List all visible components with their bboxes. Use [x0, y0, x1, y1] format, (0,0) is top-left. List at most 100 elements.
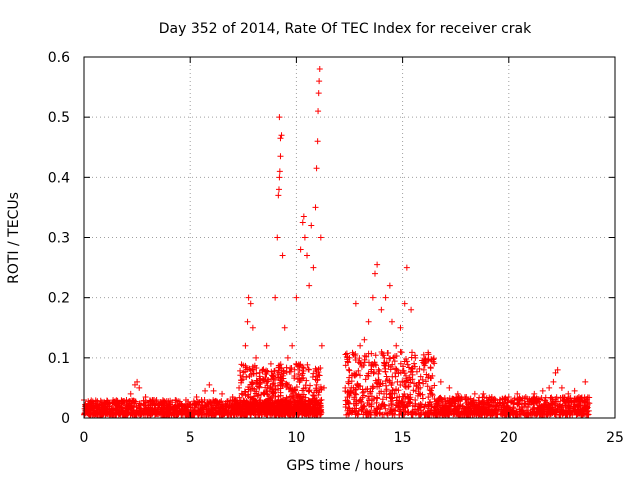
data-point: [215, 408, 222, 415]
data-point: [307, 382, 314, 389]
data-point: [503, 403, 510, 410]
data-point: [435, 406, 442, 413]
data-point: [346, 392, 353, 399]
data-point: [288, 365, 295, 372]
data-point: [575, 393, 582, 400]
data-point: [521, 402, 528, 409]
data-point: [86, 400, 93, 407]
data-point: [405, 383, 412, 390]
data-point: [191, 400, 198, 407]
data-point: [446, 403, 453, 410]
data-point: [352, 357, 359, 364]
data-point: [151, 396, 158, 403]
data-point: [423, 371, 430, 378]
data-point: [419, 395, 426, 402]
data-point: [580, 407, 587, 414]
data-point: [365, 370, 372, 377]
data-point: [380, 411, 387, 418]
data-point: [289, 342, 296, 349]
data-point: [251, 362, 258, 369]
data-point: [307, 398, 314, 405]
data-point: [439, 405, 446, 412]
x-axis-label: GPS time / hours: [286, 458, 403, 474]
data-point: [257, 391, 264, 398]
data-point: [373, 362, 380, 369]
data-point: [371, 270, 378, 277]
data-point: [152, 402, 159, 409]
y-tick-label: 0: [61, 411, 70, 427]
data-point: [422, 401, 429, 408]
data-point: [315, 391, 322, 398]
data-point: [312, 204, 319, 211]
data-point: [519, 395, 526, 402]
data-point: [408, 306, 415, 313]
data-point: [284, 381, 291, 388]
data-point: [291, 404, 298, 411]
data-point: [264, 368, 271, 375]
data-point: [225, 404, 232, 411]
data-point: [236, 394, 243, 401]
data-point: [497, 396, 504, 403]
data-point: [239, 376, 246, 383]
data-point: [488, 393, 495, 400]
data-point: [342, 403, 349, 410]
data-point: [245, 384, 252, 391]
data-point: [417, 384, 424, 391]
data-point: [370, 370, 377, 377]
data-point: [410, 387, 417, 394]
data-point: [218, 404, 225, 411]
data-point: [345, 378, 352, 385]
data-point: [381, 355, 388, 362]
data-point: [545, 404, 552, 411]
data-point: [181, 403, 188, 410]
data-point: [317, 402, 324, 409]
data-point: [130, 408, 137, 415]
data-point: [510, 407, 517, 414]
data-point: [475, 397, 482, 404]
data-point: [454, 390, 461, 397]
data-point: [275, 192, 282, 199]
data-point: [201, 411, 208, 418]
data-point: [405, 398, 412, 405]
data-point: [378, 306, 385, 313]
data-point: [445, 411, 452, 418]
data-point: [132, 398, 139, 405]
data-point: [311, 395, 318, 402]
data-point: [147, 397, 154, 404]
data-point: [355, 367, 362, 374]
data-point: [300, 368, 307, 375]
data-point: [373, 394, 380, 401]
x-tick-label: 0: [80, 430, 89, 446]
data-point: [397, 324, 404, 331]
data-point: [422, 378, 429, 385]
data-point: [400, 367, 407, 374]
data-point: [286, 404, 293, 411]
data-point: [292, 386, 299, 393]
data-point: [565, 390, 572, 397]
data-point: [136, 384, 143, 391]
data-point: [342, 351, 349, 358]
data-point: [206, 381, 213, 388]
data-point: [220, 410, 227, 417]
data-point: [480, 390, 487, 397]
data-point: [430, 358, 437, 365]
data-point: [359, 394, 366, 401]
data-point: [365, 393, 372, 400]
data-point: [219, 411, 226, 418]
data-point: [313, 165, 320, 172]
data-point: [424, 383, 431, 390]
data-point: [408, 366, 415, 372]
data-point: [397, 381, 404, 388]
data-point: [313, 405, 320, 412]
x-tick-label: 25: [606, 430, 624, 446]
data-point: [359, 386, 366, 393]
data-point: [273, 404, 280, 411]
data-point: [193, 393, 200, 400]
data-point: [295, 371, 302, 378]
data-point: [104, 406, 111, 413]
data-point: [276, 174, 283, 181]
data-point: [187, 406, 194, 413]
data-point: [277, 153, 284, 160]
data-point: [114, 399, 121, 406]
data-point: [345, 380, 352, 387]
